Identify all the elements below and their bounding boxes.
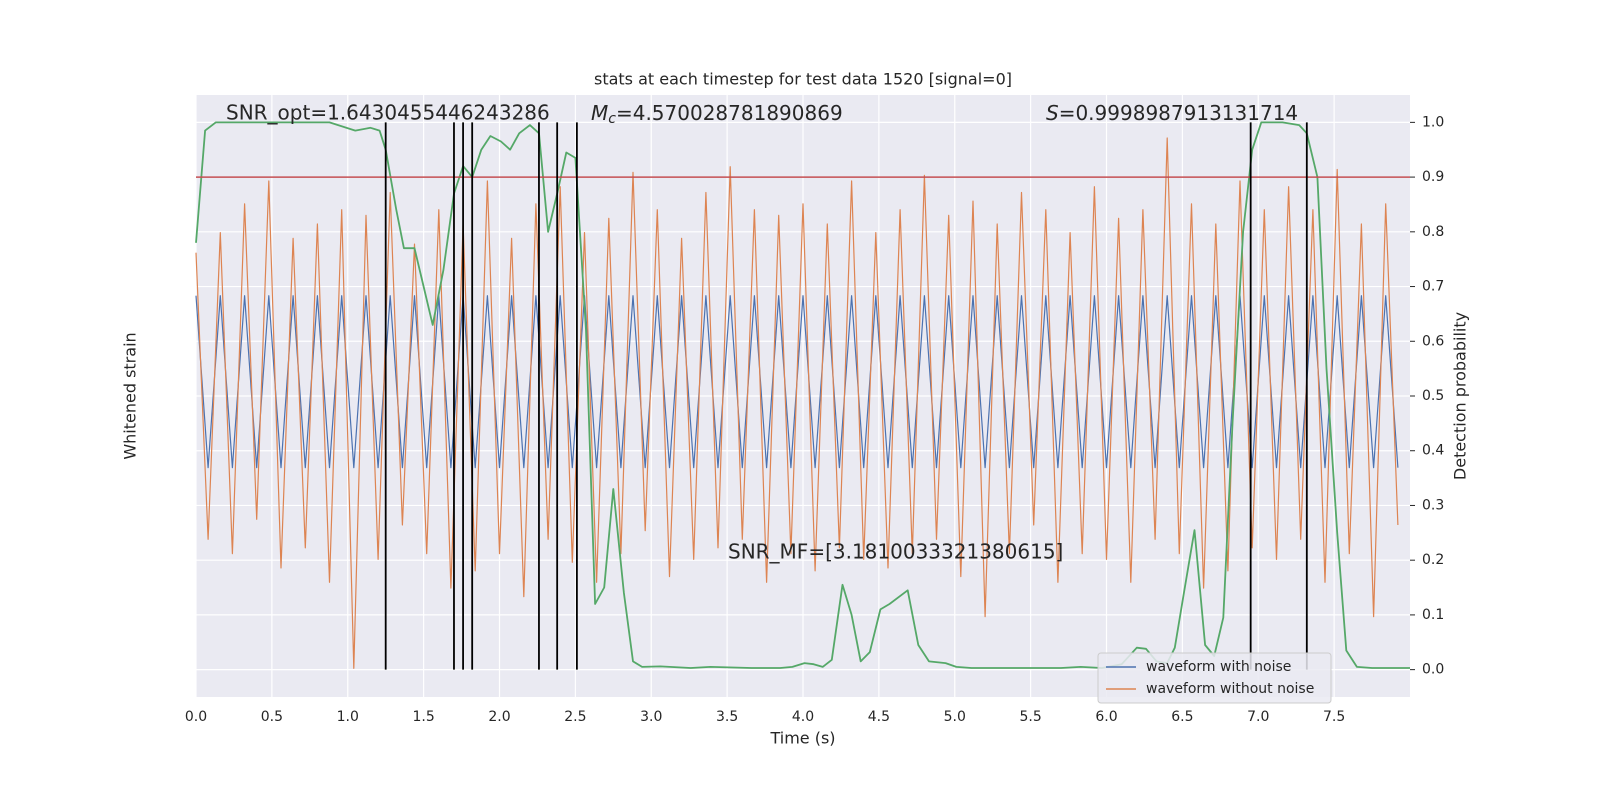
chart-title: stats at each timestep for test data 152… [594, 70, 1012, 89]
x-axis-label: Time (s) [769, 729, 835, 748]
x-tick-label: 0.5 [261, 709, 283, 725]
x-tick-label: 2.5 [564, 709, 586, 725]
annotation-subscript: c [608, 111, 616, 127]
x-tick-label: 6.0 [1095, 709, 1117, 725]
y-axis-label: Whitened strain [121, 332, 140, 459]
y2-tick-label: 0.3 [1422, 497, 1444, 513]
y2-tick-label: 0.2 [1422, 552, 1444, 568]
legend-box [1097, 652, 1332, 704]
x-tick-label: 5.5 [1019, 709, 1041, 725]
x-tick-label: 1.5 [412, 709, 434, 725]
x-tick-label: 0.0 [185, 709, 207, 725]
annotation-text: =4.570028781890869 [616, 101, 843, 125]
series-line [195, 137, 1399, 669]
legend-label: waveform without noise [1146, 681, 1314, 697]
x-tick-label: 5.0 [944, 709, 966, 725]
y2-tick-label: 0.9 [1422, 169, 1444, 185]
x-tick-label: 7.5 [1323, 709, 1345, 725]
y2-tick-label: 0.8 [1422, 224, 1444, 240]
legend: waveform with noise waveform without nois… [1097, 652, 1332, 704]
annotation-symbol: M [591, 101, 608, 125]
y2-tick-label: 0.0 [1422, 662, 1444, 678]
annotation: SNR_MF=[3.1810033321380615] [728, 540, 1063, 564]
y2-tick-label: 0.7 [1422, 279, 1444, 295]
annotation-text: =0.9998987913131714 [1059, 101, 1298, 125]
y2-tick-label: 0.5 [1422, 388, 1444, 404]
x-tick-label: 3.0 [640, 709, 662, 725]
x-tick-label: 6.5 [1171, 709, 1193, 725]
y2-tick-label: 0.6 [1422, 333, 1444, 349]
x-tick-label: 7.0 [1247, 709, 1269, 725]
x-tick-label: 4.5 [868, 709, 890, 725]
annotation: S=0.9998987913131714 [1046, 101, 1298, 125]
annotation: Mc=4.570028781890869 [591, 101, 843, 128]
marks [195, 121, 1410, 670]
legend-label: waveform with noise [1146, 659, 1291, 675]
y2-tick-label: 1.0 [1422, 114, 1444, 130]
y2-tick-label: 0.1 [1422, 607, 1444, 623]
annotation-symbol: S [1046, 101, 1059, 125]
x-tick-label: 3.5 [716, 709, 738, 725]
x-tick-label: 2.0 [488, 709, 510, 725]
annotation: SNR_opt=1.6430455446243286 [226, 101, 550, 125]
x-tick-label: 4.0 [792, 709, 814, 725]
x-tick-label: 1.0 [337, 709, 359, 725]
y2-axis-label: Detection probability [1451, 312, 1470, 480]
y2-tick-label: 0.4 [1422, 443, 1444, 459]
